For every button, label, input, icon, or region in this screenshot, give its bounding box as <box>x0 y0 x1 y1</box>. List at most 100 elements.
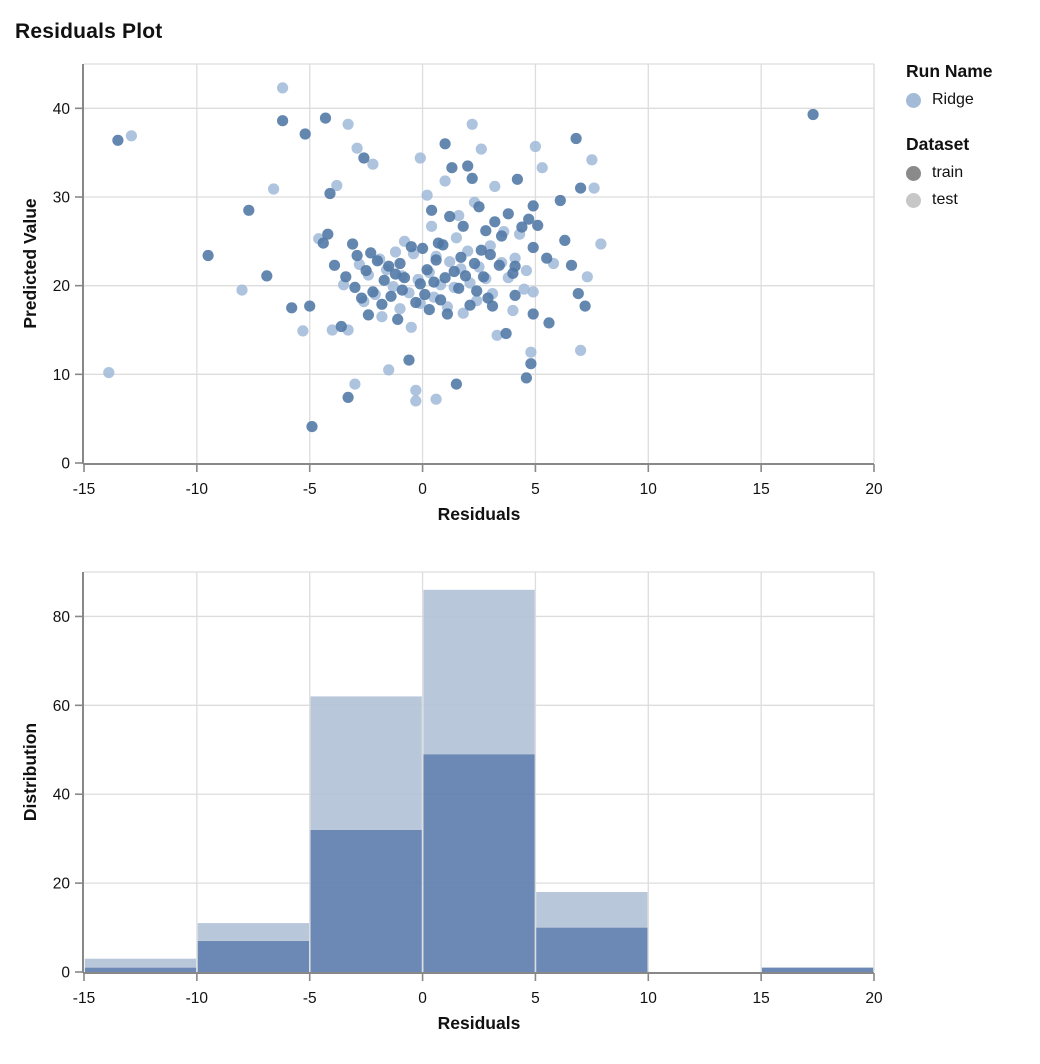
scatter-point-train[interactable] <box>419 288 431 301</box>
scatter-point-train[interactable] <box>509 289 521 301</box>
scatter-point-test[interactable] <box>367 158 379 170</box>
scatter-point-train[interactable] <box>541 252 553 264</box>
scatter-point-test[interactable] <box>268 183 280 195</box>
scatter-point-train[interactable] <box>202 249 214 262</box>
scatter-point-test[interactable] <box>453 210 465 222</box>
scatter-point-train[interactable] <box>371 255 383 267</box>
scatter-point-train[interactable] <box>473 201 485 213</box>
scatter-point-train[interactable] <box>261 270 273 282</box>
scatter-point-train[interactable] <box>457 220 469 232</box>
scatter-point-train[interactable] <box>439 272 451 284</box>
scatter-point-train[interactable] <box>428 276 440 288</box>
histogram-bar-test[interactable] <box>423 589 535 755</box>
scatter-point-train[interactable] <box>471 285 483 297</box>
scatter-point-train[interactable] <box>565 259 578 271</box>
scatter-point-train[interactable] <box>480 225 492 237</box>
scatter-point-train[interactable] <box>367 286 379 298</box>
scatter-point-test[interactable] <box>125 130 137 142</box>
scatter-point-train[interactable] <box>385 290 397 302</box>
scatter-point-train[interactable] <box>462 160 474 172</box>
scatter-point-train[interactable] <box>477 271 490 283</box>
scatter-point-train[interactable] <box>575 182 587 194</box>
scatter-point-train[interactable] <box>450 378 462 390</box>
scatter-point-test[interactable] <box>525 346 537 358</box>
scatter-point-train[interactable] <box>572 288 584 300</box>
scatter-point-train[interactable] <box>342 391 354 403</box>
scatter-point-train[interactable] <box>559 234 571 246</box>
scatter-point-train[interactable] <box>392 313 404 325</box>
scatter-point-train[interactable] <box>389 268 402 280</box>
scatter-point-train[interactable] <box>383 260 395 272</box>
scatter-point-train[interactable] <box>410 296 422 309</box>
scatter-point-test[interactable] <box>581 271 593 283</box>
scatter-point-train[interactable] <box>523 213 535 225</box>
scatter-point-train[interactable] <box>398 272 411 284</box>
scatter-point-train[interactable] <box>453 282 465 294</box>
scatter-point-train[interactable] <box>286 302 298 314</box>
scatter-point-train[interactable] <box>579 300 591 312</box>
scatter-point-test[interactable] <box>444 256 456 268</box>
scatter-point-test[interactable] <box>387 281 399 293</box>
scatter-point-test[interactable] <box>277 82 289 94</box>
scatter-point-test[interactable] <box>426 220 438 232</box>
scatter-point-test[interactable] <box>297 325 309 337</box>
scatter-point-train[interactable] <box>468 257 481 270</box>
scatter-point-train[interactable] <box>527 241 539 254</box>
histogram-bar-train[interactable] <box>310 829 422 972</box>
scatter-point-train[interactable] <box>486 300 499 312</box>
scatter-point-train[interactable] <box>446 162 458 174</box>
scatter-point-train[interactable] <box>511 173 523 185</box>
scatter-point-test[interactable] <box>389 246 402 258</box>
scatter-point-train[interactable] <box>394 257 406 270</box>
scatter-point-train[interactable] <box>807 108 819 121</box>
histogram-bar-test[interactable] <box>536 892 648 928</box>
scatter-point-test[interactable] <box>588 182 600 194</box>
scatter-point-test[interactable] <box>457 307 469 319</box>
scatter-point-test[interactable] <box>509 252 521 264</box>
scatter-point-test[interactable] <box>326 324 338 336</box>
scatter-point-test[interactable] <box>518 283 530 295</box>
scatter-point-test[interactable] <box>484 240 496 252</box>
scatter-point-train[interactable] <box>439 138 451 150</box>
legend-item-test[interactable]: test <box>906 191 993 209</box>
scatter-point-test[interactable] <box>536 162 548 174</box>
scatter-point-test[interactable] <box>491 329 503 341</box>
scatter-point-test[interactable] <box>376 311 388 323</box>
scatter-point-train[interactable] <box>448 265 460 278</box>
scatter-point-train[interactable] <box>502 208 514 220</box>
scatter-point-test[interactable] <box>236 284 248 296</box>
scatter-point-train[interactable] <box>335 320 347 333</box>
scatter-point-train[interactable] <box>360 265 372 277</box>
scatter-point-test[interactable] <box>475 143 487 155</box>
scatter-point-train[interactable] <box>328 259 341 271</box>
histogram-bar-train[interactable] <box>536 927 648 972</box>
scatter-point-test[interactable] <box>520 265 533 277</box>
scatter-point-test[interactable] <box>450 232 462 244</box>
scatter-point-train[interactable] <box>484 249 496 261</box>
scatter-point-train[interactable] <box>277 115 289 127</box>
scatter-point-train[interactable] <box>417 242 429 254</box>
scatter-point-train[interactable] <box>299 128 311 140</box>
scatter-point-train[interactable] <box>527 308 539 320</box>
scatter-point-test[interactable] <box>394 303 406 315</box>
scatter-point-train[interactable] <box>319 112 332 124</box>
scatter-point-train[interactable] <box>340 271 352 283</box>
scatter-point-train[interactable] <box>378 274 390 286</box>
scatter-point-train[interactable] <box>112 134 124 146</box>
scatter-point-test[interactable] <box>331 179 343 192</box>
scatter-point-test[interactable] <box>527 286 539 298</box>
scatter-point-train[interactable] <box>430 254 442 266</box>
scatter-point-test[interactable] <box>351 142 363 154</box>
scatter-point-test[interactable] <box>586 154 598 166</box>
scatter-point-train[interactable] <box>441 308 453 320</box>
scatter-point-train[interactable] <box>403 354 415 366</box>
scatter-point-train[interactable] <box>362 309 374 321</box>
scatter-point-test[interactable] <box>405 321 417 333</box>
scatter-point-train[interactable] <box>324 187 336 200</box>
scatter-point-test[interactable] <box>410 395 422 407</box>
scatter-point-test[interactable] <box>349 378 361 390</box>
scatter-point-test[interactable] <box>529 140 542 153</box>
scatter-point-train[interactable] <box>444 210 456 223</box>
scatter-point-train[interactable] <box>475 244 487 256</box>
scatter-point-train[interactable] <box>516 221 528 233</box>
